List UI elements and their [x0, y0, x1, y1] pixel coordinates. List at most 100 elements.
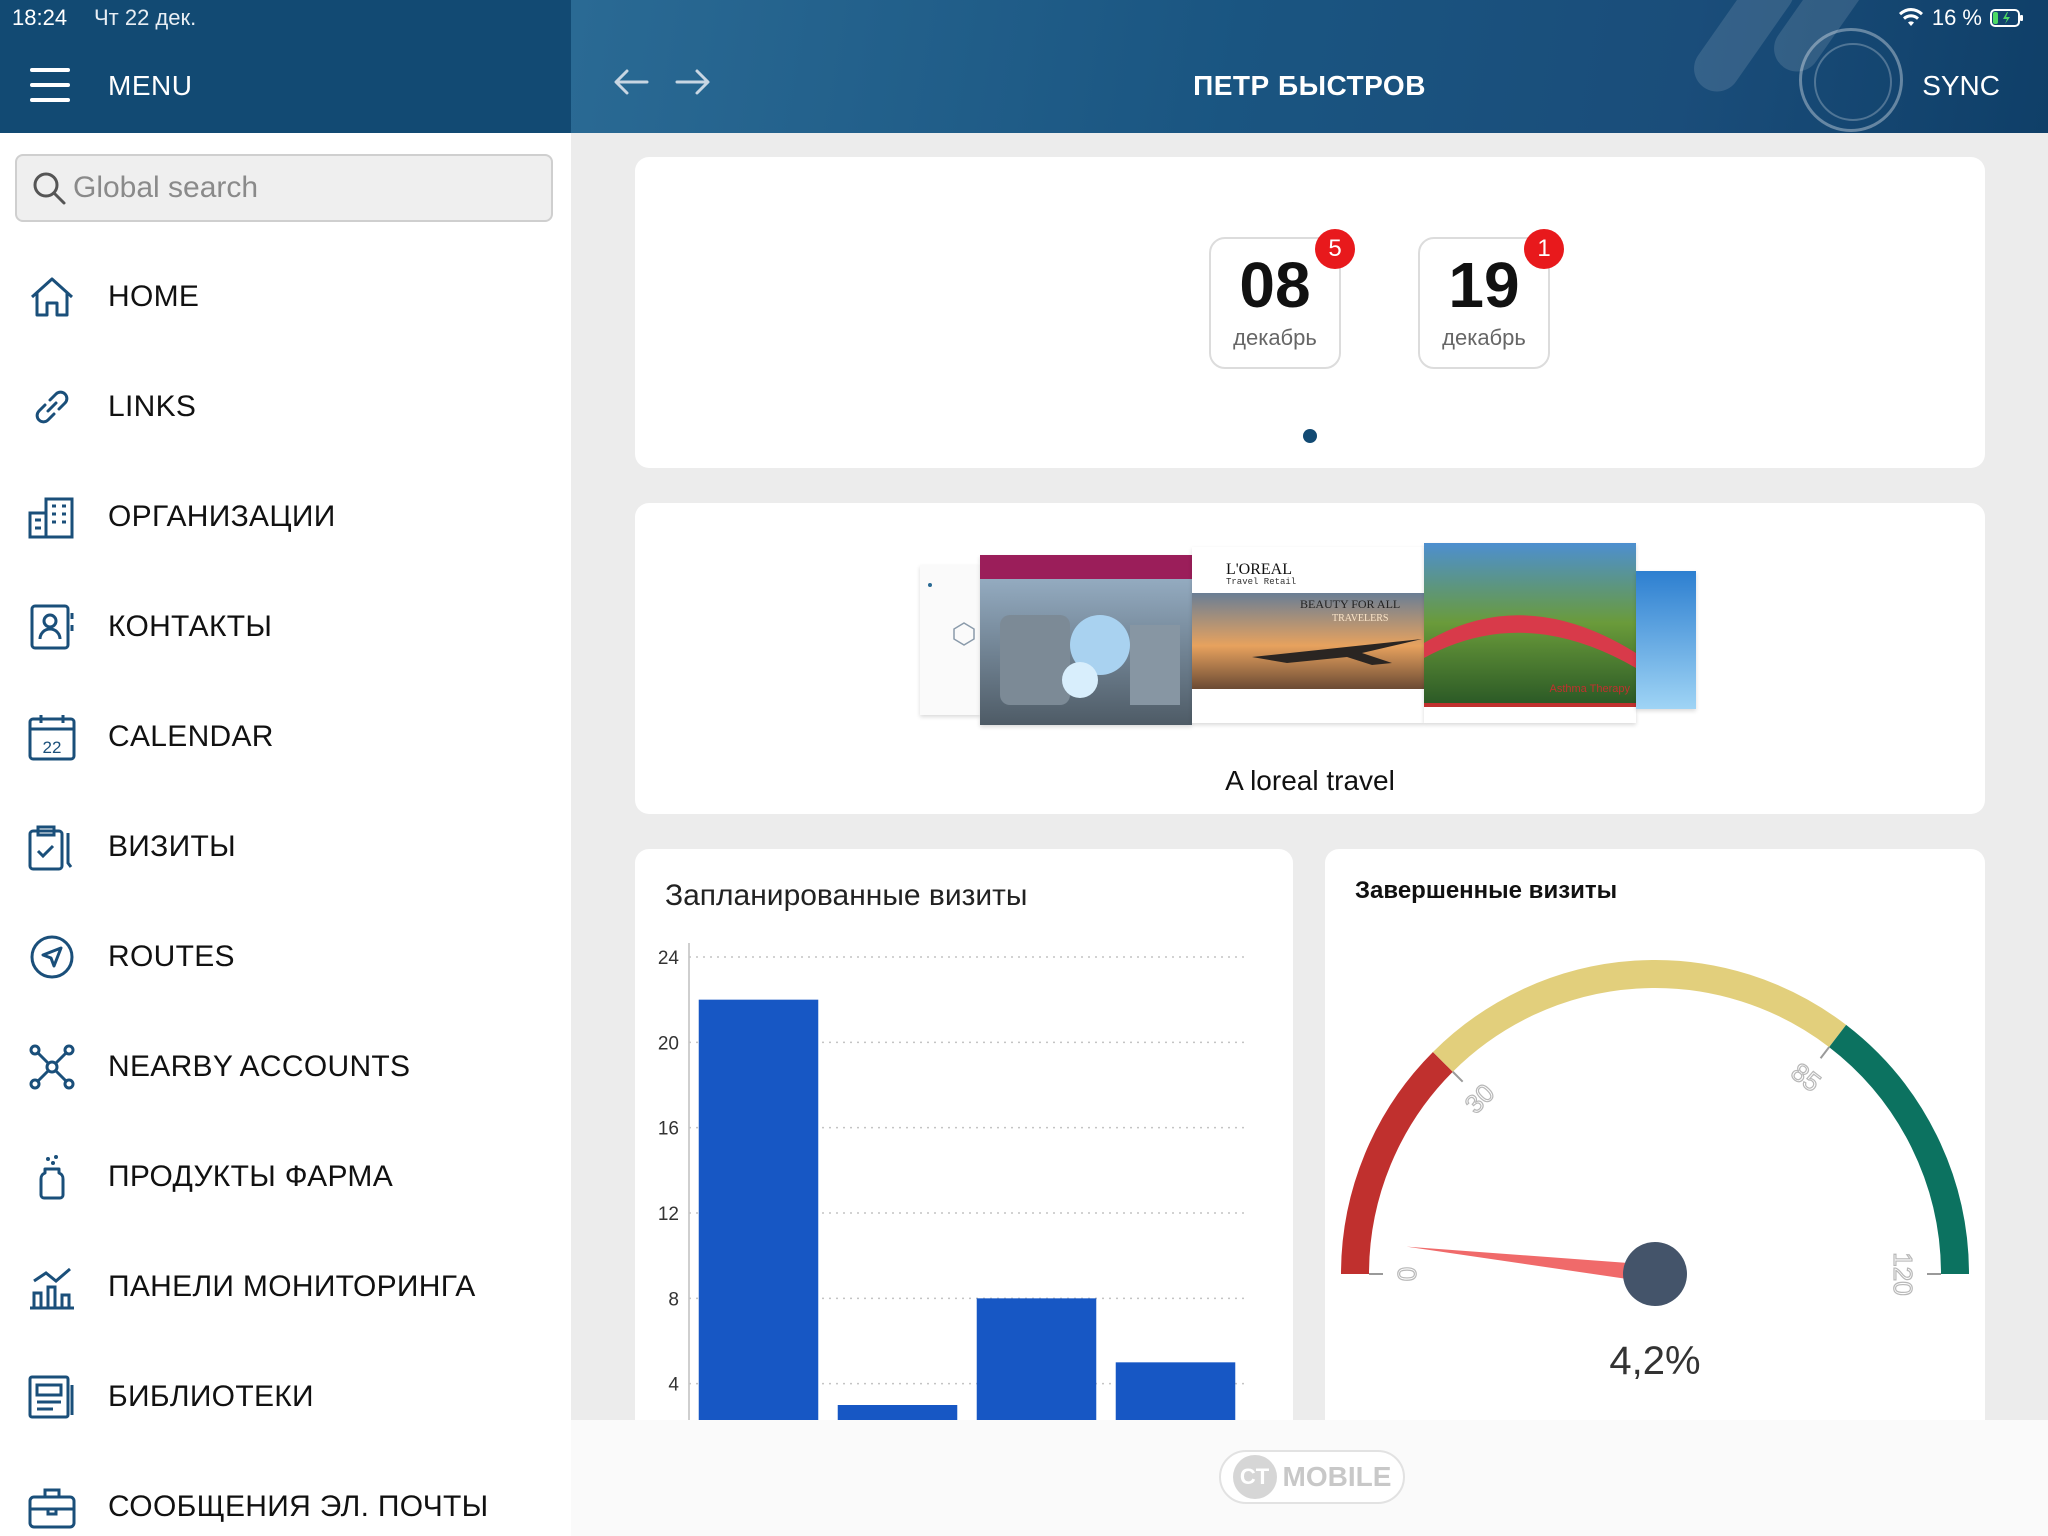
back-arrow-icon[interactable]: [611, 62, 651, 102]
loreal-subtitle-text: Travel Retail: [1226, 577, 1297, 587]
sidebar: HOME LINKS ОРГАНИЗАЦИИ КОНТАКТЫ 22 CALEN…: [0, 133, 571, 1536]
forward-arrow-icon[interactable]: [673, 62, 713, 102]
main-header: ПЕТР БЫСТРОВ SYNC 16 %: [571, 0, 2048, 133]
gauge-band-mid: [1432, 960, 1847, 1072]
date-day: 08: [1239, 249, 1311, 321]
sidebar-item-dashboards[interactable]: ПАНЕЛИ МОНИТОРИНГА: [0, 1242, 571, 1332]
sidebar-item-visits[interactable]: ВИЗИТЫ: [0, 802, 571, 892]
building-icon: [26, 491, 78, 543]
travelers-text: TRAVELERS: [1332, 613, 1389, 624]
event-count-badge: 1: [1524, 229, 1564, 269]
home-icon: [26, 271, 78, 323]
y-tick-label: 20: [658, 1033, 679, 1054]
library-card: L'OREAL Travel Retail BEAUTY FOR ALL TRA…: [635, 503, 1985, 814]
pharma-bottle-icon: [26, 1151, 78, 1203]
sidebar-item-label: ROUTES: [108, 940, 235, 973]
gauge-tick: [1819, 1046, 1830, 1059]
chart-title: Запланированные визиты: [665, 879, 1028, 912]
sidebar-item-pharma-products[interactable]: ПРОДУКТЫ ФАРМА: [0, 1132, 571, 1222]
calendar-date-chip[interactable]: 19 декабрь 1: [1418, 229, 1564, 369]
route-navigation-icon: [26, 931, 78, 983]
sidebar-item-label: ОРГАНИЗАЦИИ: [108, 500, 336, 533]
sidebar-item-label: ВИЗИТЫ: [108, 830, 236, 863]
sidebar-item-contacts[interactable]: КОНТАКТЫ: [0, 582, 571, 672]
sidebar-item-label: NEARBY ACCOUNTS: [108, 1050, 411, 1083]
y-tick-label: 24: [658, 948, 680, 969]
sidebar-item-email-messages[interactable]: СООБЩЕНИЯ ЭЛ. ПОЧТЫ: [0, 1462, 571, 1536]
sidebar-header: 18:24 Чт 22 дек. MENU: [0, 0, 571, 133]
sidebar-item-libraries[interactable]: БИБЛИОТЕКИ: [0, 1352, 571, 1442]
status-time: 18:24: [12, 5, 68, 30]
page-indicator-dot[interactable]: [1303, 429, 1317, 443]
gauge-tick: [1452, 1071, 1464, 1083]
library-icon: [26, 1371, 78, 1423]
sync-button[interactable]: SYNC: [1922, 70, 2000, 101]
sidebar-item-label: LINKS: [108, 390, 197, 423]
y-tick-label: 12: [658, 1204, 679, 1225]
menu-label[interactable]: MENU: [108, 70, 193, 101]
sidebar-item-label: ПРОДУКТЫ ФАРМА: [108, 1160, 394, 1193]
sidebar-item-calendar[interactable]: 22 CALENDAR: [0, 692, 571, 782]
search-icon: [33, 172, 66, 205]
calendar-date-chip[interactable]: 08 декабрь 5: [1209, 229, 1355, 369]
main-content: 08 декабрь 5 19 декабрь 1: [571, 133, 2048, 1536]
asthma-therapy-text: Asthma Therapy: [1549, 683, 1630, 695]
email-briefcase-icon: [26, 1481, 78, 1533]
footer: CT MOBILE: [571, 1420, 2048, 1536]
sidebar-item-label: CALENDAR: [108, 720, 274, 753]
library-thumbnail[interactable]: [920, 565, 980, 715]
bar[interactable]: [698, 999, 819, 1469]
sidebar-item-label: БИБЛИОТЕКИ: [108, 1380, 314, 1413]
battery-percent: 16 %: [1931, 5, 1982, 30]
gauge-value-label: 4,2%: [1609, 1339, 1700, 1383]
gauge-tick-label: 30: [1459, 1078, 1501, 1120]
network-nodes-icon: [26, 1041, 78, 1093]
search-input[interactable]: [73, 166, 533, 210]
link-icon: [26, 381, 78, 433]
date-day: 19: [1448, 249, 1520, 321]
date-month: декабрь: [1442, 325, 1526, 350]
sidebar-item-nearby-accounts[interactable]: NEARBY ACCOUNTS: [0, 1022, 571, 1112]
sync-icon[interactable]: [1799, 28, 1903, 132]
ct-logo-text: MOBILE: [1282, 1461, 1392, 1492]
user-name: ПЕТР БЫСТРОВ: [1193, 70, 1426, 101]
gauge-band-high: [1829, 1024, 1969, 1275]
battery-icon: [1990, 9, 2023, 27]
gauge-tick-label: 85: [1785, 1056, 1826, 1097]
sidebar-item-home[interactable]: HOME: [0, 252, 571, 342]
sidebar-item-organizations[interactable]: ОРГАНИЗАЦИИ: [0, 472, 571, 562]
sidebar-item-label: СООБЩЕНИЯ ЭЛ. ПОЧТЫ: [108, 1490, 489, 1523]
gauge-needle-hub: [1623, 1242, 1687, 1306]
y-tick-label: 8: [668, 1289, 679, 1310]
ct-mobile-logo: CT MOBILE: [1219, 1450, 1405, 1504]
library-thumbnail[interactable]: [1636, 571, 1696, 709]
status-indicators: 16 %: [1898, 5, 2024, 31]
library-thumbnail[interactable]: L'OREAL Travel Retail BEAUTY FOR ALL TRA…: [1192, 547, 1424, 723]
library-thumbnail[interactable]: Asthma Therapy: [1424, 543, 1636, 723]
gauge-tick-label: 120: [1888, 1252, 1918, 1295]
loreal-brand-text: L'OREAL: [1226, 561, 1292, 578]
gauge-chart: 0 30 85 120 4,2%: [1341, 960, 1969, 1383]
library-caption: A loreal travel: [1225, 765, 1395, 796]
library-thumbnail[interactable]: [980, 555, 1192, 725]
calendar-card: 08 декабрь 5 19 декабрь 1: [635, 157, 1985, 468]
contact-card-icon: [26, 601, 78, 653]
ct-logo-mark: CT: [1232, 1455, 1277, 1499]
dashboard-chart-icon: [26, 1261, 78, 1313]
wifi-icon: [1898, 8, 1923, 26]
global-search[interactable]: [15, 154, 553, 222]
gauge-title: Завершенные визиты: [1355, 877, 1618, 904]
sidebar-item-label: ПАНЕЛИ МОНИТОРИНГА: [108, 1270, 476, 1303]
calendar-icon: 22: [26, 711, 78, 763]
sidebar-item-routes[interactable]: ROUTES: [0, 912, 571, 1002]
gauge-band-low: [1341, 1051, 1453, 1275]
gauge-needle: [1406, 1246, 1656, 1283]
history-navigation: [611, 62, 713, 102]
svg-text:22: 22: [43, 738, 62, 757]
y-tick-label: 16: [658, 1119, 679, 1140]
sidebar-item-links[interactable]: LINKS: [0, 362, 571, 452]
beauty-for-all-text: BEAUTY FOR ALL: [1300, 597, 1401, 611]
menu-hamburger-icon[interactable]: [30, 68, 70, 102]
visit-checklist-icon: [26, 821, 78, 873]
event-count-badge: 5: [1315, 229, 1355, 269]
